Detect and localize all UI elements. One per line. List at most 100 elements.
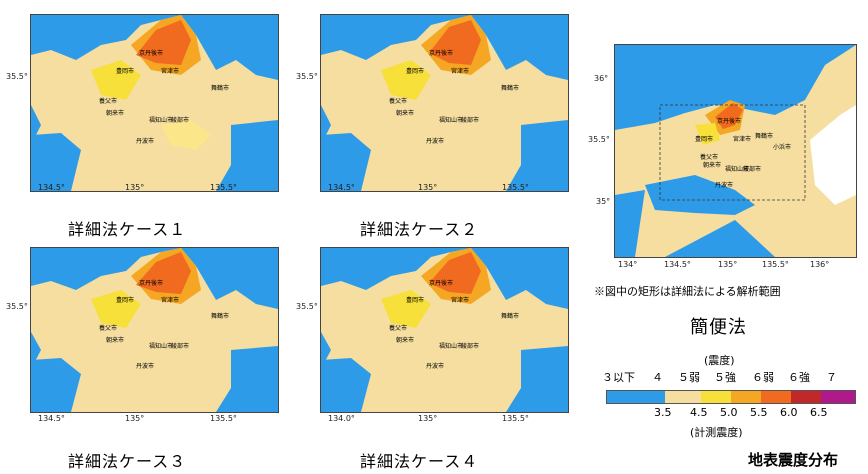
xtick-case3-c: 135.5° bbox=[210, 414, 237, 423]
city-maizuru: 舞鶴市 bbox=[211, 312, 229, 320]
xtick-case2-a: 134.5° bbox=[328, 183, 355, 192]
xtick-simple-a: 134° bbox=[618, 260, 638, 269]
legend-label-6-weak: ６弱 bbox=[752, 371, 774, 384]
city-toyooka: 豊岡市 bbox=[695, 135, 713, 143]
city-kyotango: 京丹後市 bbox=[139, 49, 163, 57]
legend-label-6-strong: ６強 bbox=[788, 371, 810, 384]
map-case-2: 京丹後市 宮津市 豊岡市 舞鶴市 養父市 朝来市 福知山市 綾部市 丹波市 bbox=[320, 14, 569, 192]
xtick-case3-a: 134.5° bbox=[38, 414, 65, 423]
city-tamba: 丹波市 bbox=[426, 362, 444, 370]
city-fukuchiyama: 福知山市 bbox=[149, 116, 173, 124]
caption-case-1: 詳細法ケース１ bbox=[68, 220, 187, 239]
city-asago: 朝来市 bbox=[106, 336, 124, 344]
map-case-3: 京丹後市 宮津市 豊岡市 舞鶴市 養父市 朝来市 福知山市 綾部市 丹波市 bbox=[30, 247, 279, 413]
city-asago: 朝来市 bbox=[106, 109, 124, 117]
ytick-simple-a: 36° bbox=[594, 74, 609, 83]
figure-title: 地表震度分布 bbox=[748, 451, 839, 469]
city-fukuchiyama: 福知山市 bbox=[149, 342, 173, 350]
legend-label-5-strong: ５強 bbox=[714, 371, 736, 384]
xtick-case1-a: 134.5° bbox=[38, 183, 65, 192]
legend-label-3-or-less: ３以下 bbox=[602, 371, 635, 384]
xtick-simple-c: 135° bbox=[718, 260, 738, 269]
city-yabu: 養父市 bbox=[99, 324, 117, 332]
caption-case-3: 詳細法ケース３ bbox=[68, 452, 187, 471]
caption-case-4: 詳細法ケース４ bbox=[360, 452, 479, 471]
legend-swatch-6weak bbox=[761, 391, 791, 403]
city-ayabe: 綾部市 bbox=[461, 342, 479, 350]
legend-heading-intensity: (震度) bbox=[704, 354, 735, 367]
city-kyotango: 京丹後市 bbox=[139, 279, 163, 287]
city-fukuchiyama: 福知山市 bbox=[439, 116, 463, 124]
xtick-case1-b: 135° bbox=[125, 183, 145, 192]
legend-swatch-5weak bbox=[701, 391, 731, 403]
map-case-2-svg: 京丹後市 宮津市 豊岡市 舞鶴市 養父市 朝来市 福知山市 綾部市 丹波市 bbox=[321, 15, 568, 191]
city-miyazu: 宮津市 bbox=[451, 67, 469, 75]
city-maizuru: 舞鶴市 bbox=[211, 84, 229, 92]
legend-heading-instrumental: (計測震度) bbox=[690, 426, 743, 439]
legend-value-6-5: 6.5 bbox=[810, 406, 828, 419]
map-case-3-svg: 京丹後市 宮津市 豊岡市 舞鶴市 養父市 朝来市 福知山市 綾部市 丹波市 bbox=[31, 248, 278, 412]
city-asago: 朝来市 bbox=[396, 109, 414, 117]
legend-swatch-5strong bbox=[731, 391, 761, 403]
xtick-case4-a: 134.0° bbox=[328, 414, 355, 423]
city-maizuru: 舞鶴市 bbox=[501, 312, 519, 320]
xtick-simple-d: 135.5° bbox=[762, 260, 789, 269]
map-case-1-svg: 京丹後市 宮津市 豊岡市 舞鶴市 養父市 朝来市 福知山市 綾部市 丹波市 bbox=[31, 15, 278, 191]
city-kyotango: 京丹後市 bbox=[429, 279, 453, 287]
legend-label-4: ４ bbox=[652, 371, 663, 384]
legend-value-3-5: 3.5 bbox=[654, 406, 672, 419]
city-ayabe: 綾部市 bbox=[743, 165, 761, 173]
ytick-case4: 35.5° bbox=[296, 302, 318, 311]
city-kyotango: 京丹後市 bbox=[717, 117, 741, 125]
city-kyotango: 京丹後市 bbox=[429, 49, 453, 57]
city-toyooka: 豊岡市 bbox=[116, 296, 134, 304]
xtick-case4-c: 135.5° bbox=[502, 414, 529, 423]
city-miyazu: 宮津市 bbox=[451, 296, 469, 304]
ytick-case3: 35.5° bbox=[6, 302, 28, 311]
city-asago: 朝来市 bbox=[703, 161, 721, 169]
city-fukuchiyama: 福知山市 bbox=[439, 342, 463, 350]
city-ayabe: 綾部市 bbox=[171, 116, 189, 124]
legend-value-5-5: 5.5 bbox=[750, 406, 768, 419]
legend-label-7: ７ bbox=[826, 371, 837, 384]
city-yabu: 養父市 bbox=[389, 324, 407, 332]
map-case-1: 京丹後市 宮津市 豊岡市 舞鶴市 養父市 朝来市 福知山市 綾部市 丹波市 bbox=[30, 14, 279, 192]
city-ayabe: 綾部市 bbox=[461, 116, 479, 124]
city-yabu: 養父市 bbox=[389, 97, 407, 105]
city-yabu: 養父市 bbox=[700, 153, 718, 161]
legend-label-5-weak: ５弱 bbox=[678, 371, 700, 384]
city-maizuru: 舞鶴市 bbox=[755, 132, 773, 140]
city-toyooka: 豊岡市 bbox=[406, 67, 424, 75]
city-yabu: 養父市 bbox=[99, 97, 117, 105]
legend-color-bar bbox=[606, 390, 856, 404]
xtick-case4-b: 135° bbox=[418, 414, 438, 423]
map-simple-method-svg: 京丹後市 宮津市 豊岡市 舞鶴市 小浜市 養父市 朝来市 福知山市 綾部市 丹波… bbox=[615, 45, 856, 257]
city-asago: 朝来市 bbox=[396, 336, 414, 344]
city-tamba: 丹波市 bbox=[136, 137, 154, 145]
legend-value-6-0: 6.0 bbox=[780, 406, 798, 419]
city-maizuru: 舞鶴市 bbox=[501, 84, 519, 92]
map-case-4-svg: 京丹後市 宮津市 豊岡市 舞鶴市 養父市 朝来市 福知山市 綾部市 丹波市 bbox=[321, 248, 568, 412]
city-toyooka: 豊岡市 bbox=[406, 296, 424, 304]
map-simple-method: 京丹後市 宮津市 豊岡市 舞鶴市 小浜市 養父市 朝来市 福知山市 綾部市 丹波… bbox=[614, 44, 857, 258]
caption-case-2: 詳細法ケース２ bbox=[360, 220, 479, 239]
legend-value-4-5: 4.5 bbox=[690, 406, 708, 419]
legend-instrumental-values: 3.5 4.5 5.0 5.5 6.0 6.5 bbox=[606, 406, 854, 420]
city-tamba: 丹波市 bbox=[426, 137, 444, 145]
map-case-4: 京丹後市 宮津市 豊岡市 舞鶴市 養父市 朝来市 福知山市 綾部市 丹波市 bbox=[320, 247, 569, 413]
legend-intensity-labels: ３以下 ４ ５弱 ５強 ６弱 ６強 ７ bbox=[602, 369, 858, 384]
city-toyooka: 豊岡市 bbox=[116, 67, 134, 75]
ytick-case1: 35.5° bbox=[6, 72, 28, 81]
xtick-simple-b: 134.5° bbox=[664, 260, 691, 269]
ytick-simple-b: 35.5° bbox=[588, 135, 610, 144]
legend-swatch-4 bbox=[665, 391, 701, 403]
city-obama: 小浜市 bbox=[773, 143, 791, 151]
legend-swatch-sea bbox=[607, 391, 665, 403]
legend-swatch-6strong bbox=[791, 391, 821, 403]
xtick-case2-b: 135° bbox=[418, 183, 438, 192]
analysis-range-note: ※図中の矩形は詳細法による解析範囲 bbox=[594, 285, 781, 298]
ytick-case2: 35.5° bbox=[296, 72, 318, 81]
caption-simple-method: 簡便法 bbox=[690, 317, 747, 338]
city-tamba: 丹波市 bbox=[715, 181, 733, 189]
legend-swatch-7 bbox=[821, 391, 855, 403]
